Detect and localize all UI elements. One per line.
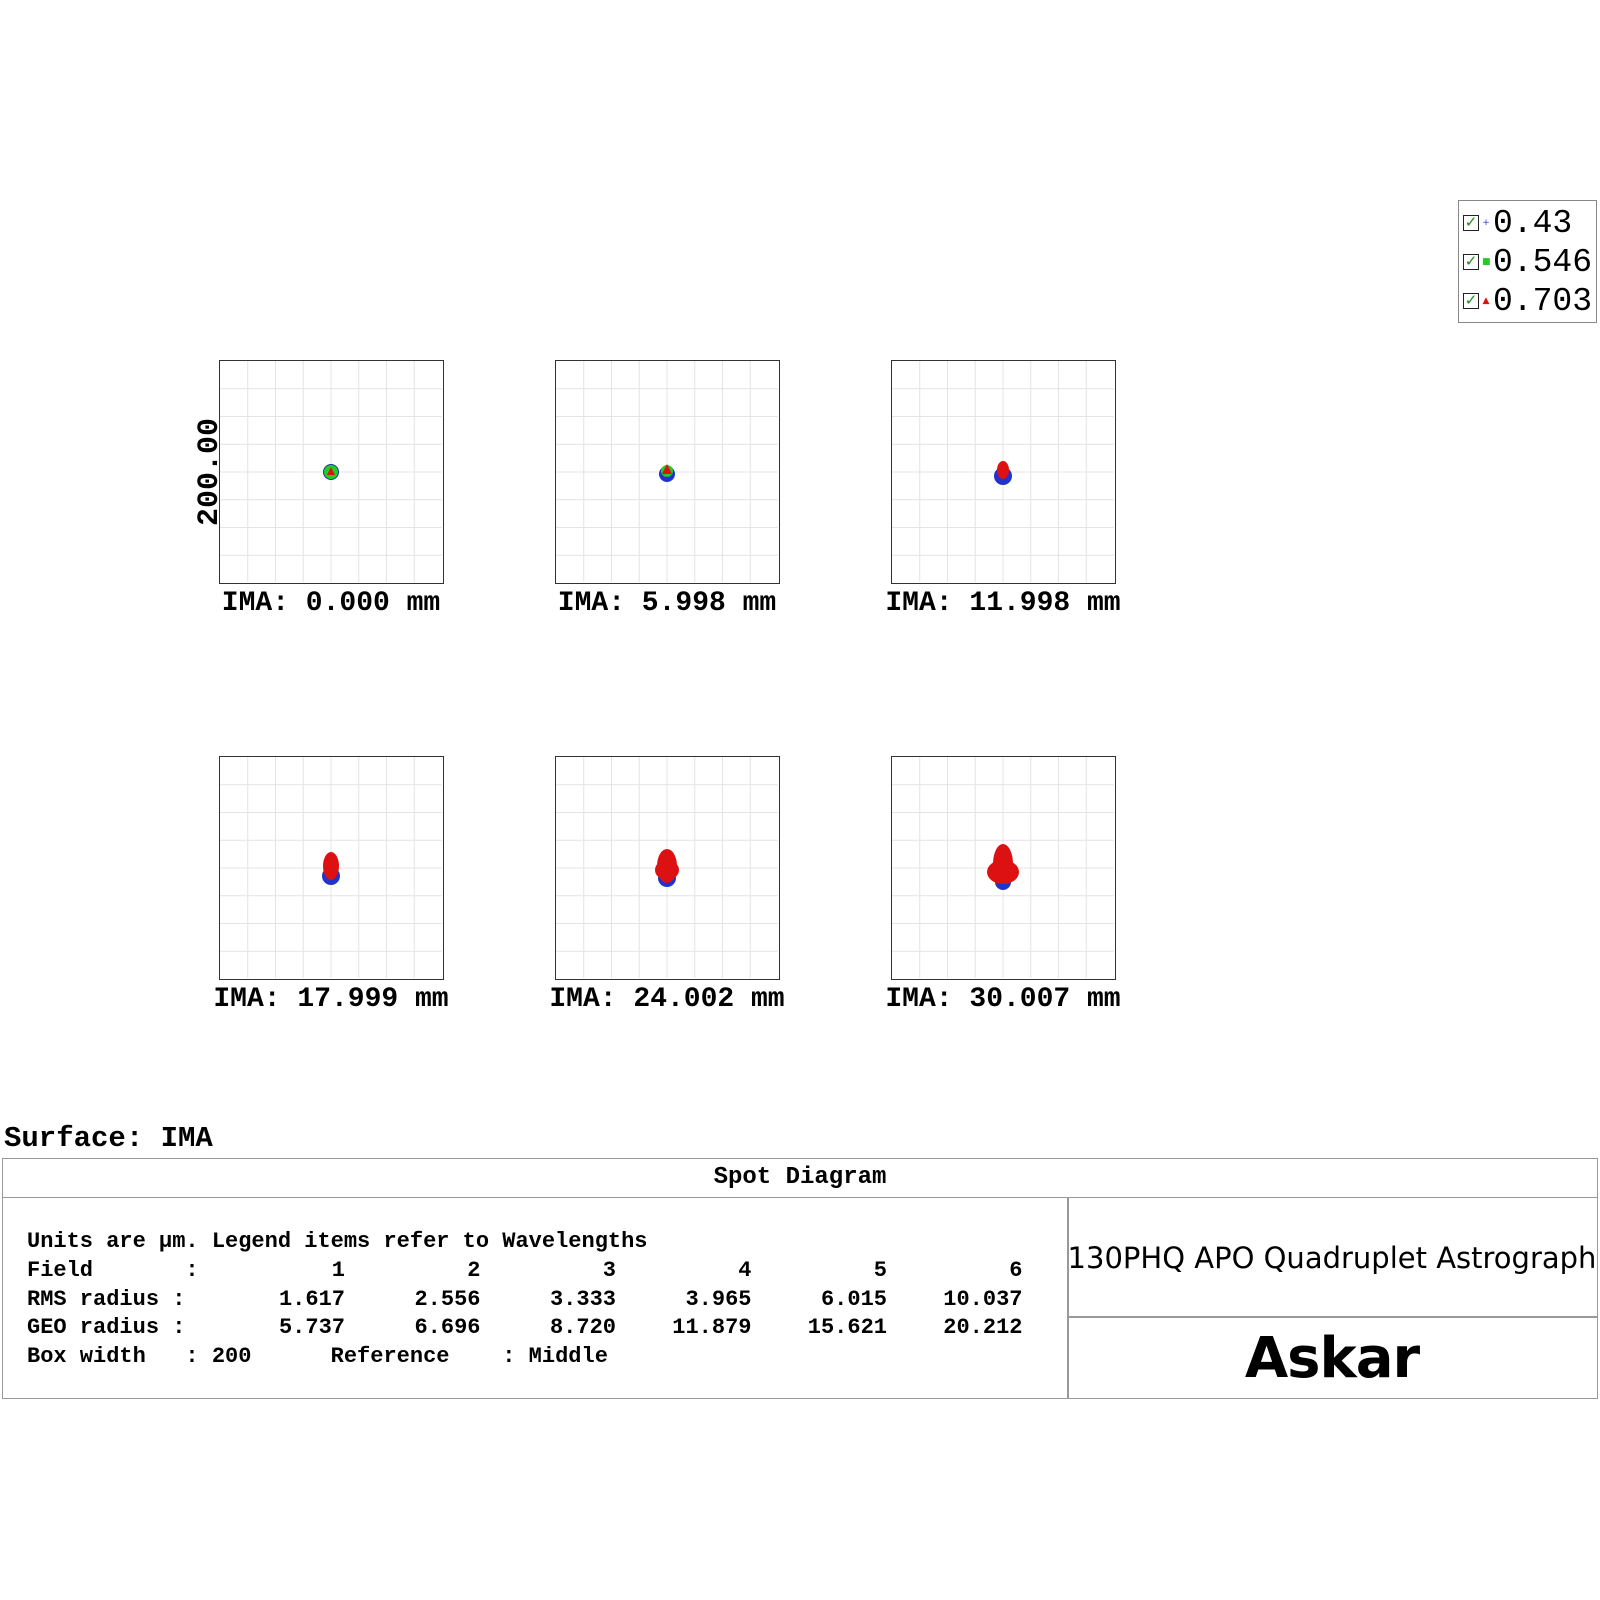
rms-value: 10.037 (943, 1287, 1023, 1312)
legend-item[interactable]: ✓ ■ 0.546 (1463, 243, 1593, 281)
spot-plot (891, 360, 1116, 584)
units-line: Units are µm. Legend items refer to Wave… (27, 1229, 648, 1254)
field-label: IMA: 30.007 mm (885, 984, 1121, 1015)
spot-plot (555, 360, 780, 584)
spot-point (655, 860, 679, 880)
askar-logo: Askar (1244, 1325, 1420, 1391)
geo-value: 20.212 (943, 1315, 1023, 1340)
geo-value: 11.879 (672, 1315, 752, 1340)
legend-label: 0.546 (1493, 243, 1593, 281)
rms-value: 2.556 (414, 1287, 481, 1312)
field-numbers-value: 1 (331, 1258, 345, 1283)
surface-label: Surface: IMA (4, 1122, 213, 1155)
spot-point (327, 467, 335, 475)
field-label: Field : (27, 1258, 199, 1283)
legend-label: 0.43 (1493, 204, 1573, 242)
spot-point (662, 464, 672, 474)
rms-value: 6.015 (820, 1287, 887, 1312)
geo-value: 6.696 (414, 1315, 481, 1340)
spot-point (997, 461, 1009, 479)
field-numbers-value: 5 (873, 1258, 887, 1283)
field-label: IMA: 0.000 mm (221, 588, 441, 619)
spot-point (323, 852, 339, 880)
rms-value: 3.965 (685, 1287, 752, 1312)
divider (1067, 1316, 1597, 1318)
geo-value: 15.621 (807, 1315, 887, 1340)
geo-label: GEO radius : (27, 1315, 186, 1340)
field-label: IMA: 17.999 mm (213, 984, 449, 1015)
checkbox-icon[interactable]: ✓ (1463, 252, 1479, 270)
triangle-marker-icon: ▲ (1482, 296, 1490, 306)
legend-item[interactable]: ✓ ▲ 0.703 (1463, 282, 1593, 320)
spot-point (987, 860, 1019, 884)
table-title: Spot Diagram (3, 1159, 1597, 1198)
rms-value: 3.333 (549, 1287, 616, 1312)
field-label: IMA: 5.998 mm (557, 588, 777, 619)
field-numbers-value: 3 (602, 1258, 616, 1283)
spot-plot (219, 360, 444, 584)
legend-label: 0.703 (1493, 282, 1593, 320)
checkbox-icon[interactable]: ✓ (1463, 291, 1479, 309)
field-label: IMA: 11.998 mm (885, 588, 1121, 619)
product-name: 130PHQ APO Quadruplet Astrograph (1067, 1240, 1597, 1275)
divider (1067, 1198, 1069, 1398)
square-marker-icon: ■ (1482, 257, 1491, 267)
checkbox-icon[interactable]: ✓ (1463, 213, 1479, 231)
field-label: IMA: 24.002 mm (549, 984, 785, 1015)
spot-plot (891, 756, 1116, 980)
geo-value: 5.737 (278, 1315, 345, 1340)
rms-label: RMS radius : (27, 1287, 186, 1312)
field-numbers-value: 6 (1009, 1258, 1023, 1283)
legend: ✓ +0.43 ✓ ■ 0.546 ✓ ▲ 0.703 (1458, 200, 1597, 323)
geo-value: 8.720 (549, 1315, 616, 1340)
legend-item[interactable]: ✓ +0.43 (1463, 204, 1573, 242)
spot-plot (219, 756, 444, 980)
rms-value: 1.617 (278, 1287, 345, 1312)
box-width-line: Box width : 200 Reference : Middle (27, 1344, 608, 1369)
field-numbers-value: 4 (738, 1258, 752, 1283)
info-table: Spot Diagram Units are µm. Legend items … (2, 1158, 1598, 1399)
plus-marker-icon: + (1482, 218, 1490, 228)
spot-plot (555, 756, 780, 980)
field-numbers-value: 2 (467, 1258, 481, 1283)
